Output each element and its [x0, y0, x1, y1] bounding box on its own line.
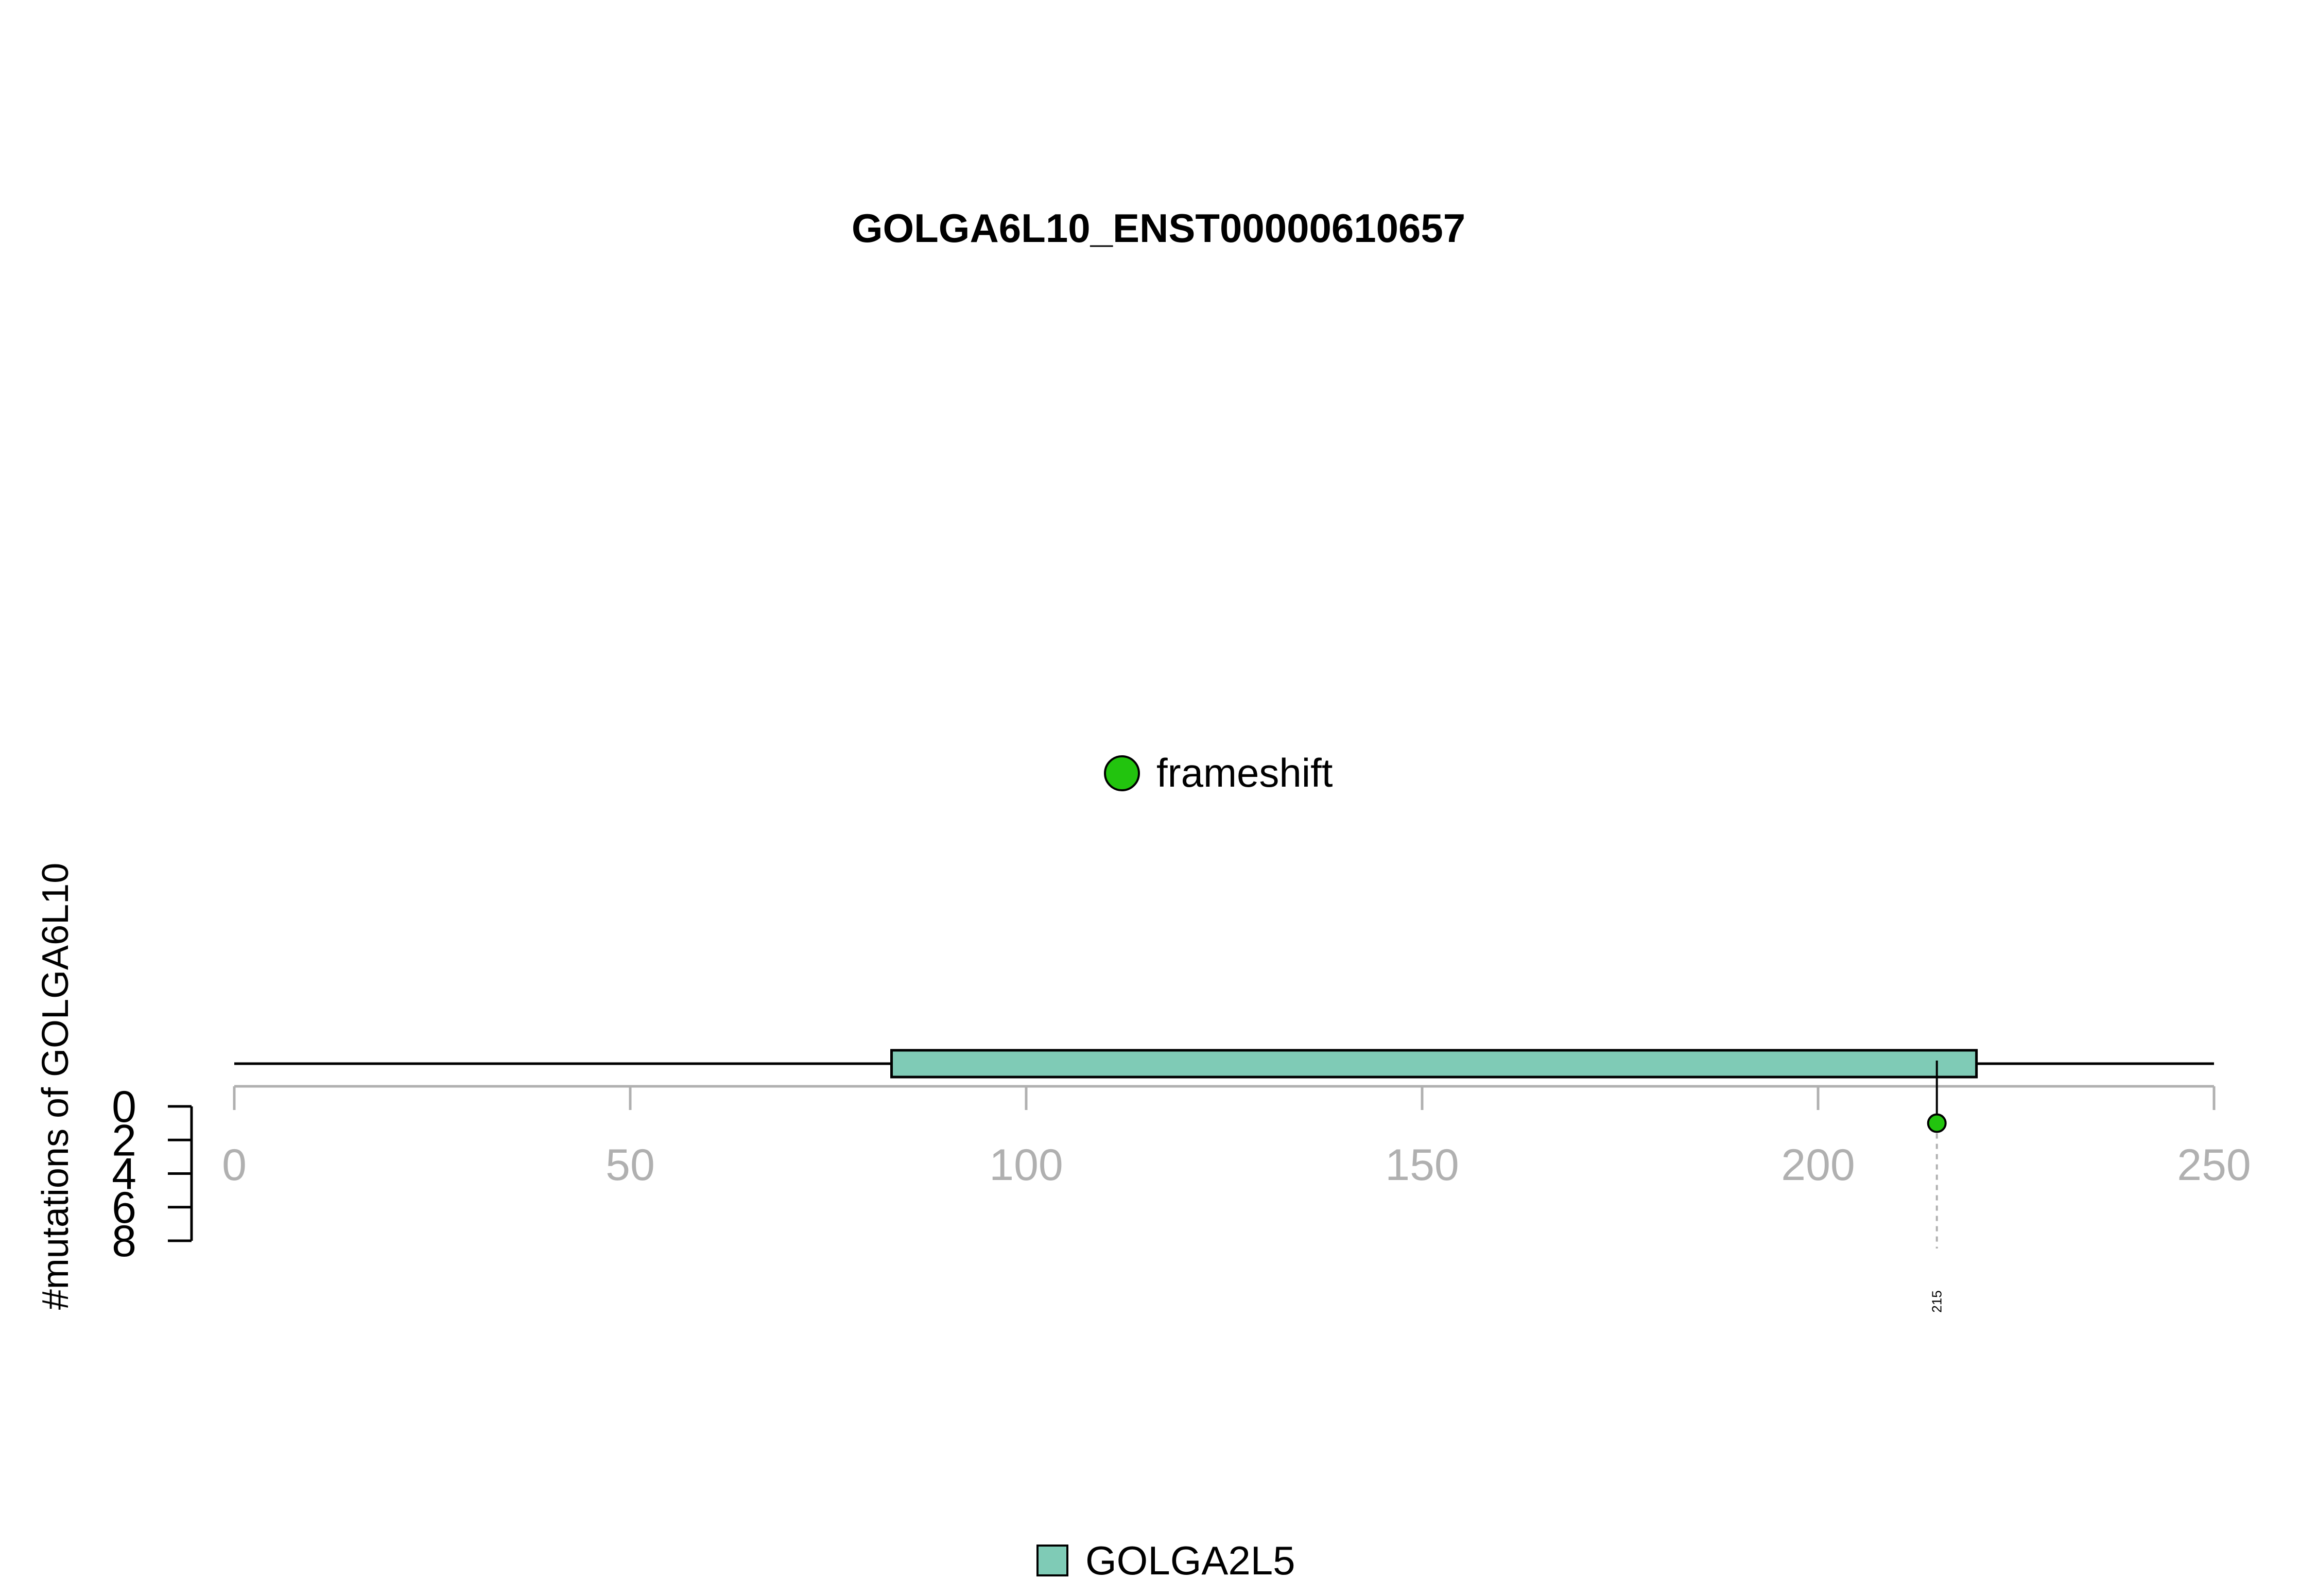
- x-tick-label-200: 200: [1781, 1140, 1855, 1190]
- y-tick-label-4: 4: [112, 1150, 136, 1199]
- mutation-label-215: 215: [1929, 1290, 1945, 1312]
- legend-label-frameshift: frameshift: [1156, 750, 1333, 795]
- y-tick-label-6: 6: [112, 1183, 136, 1233]
- domain-layer: [890, 1049, 1978, 1079]
- x-tick-label-100: 100: [989, 1140, 1063, 1190]
- y-tick-label-8: 8: [112, 1217, 136, 1266]
- y-tick-label-0: 0: [112, 1082, 136, 1132]
- x-tick-label-150: 150: [1385, 1140, 1459, 1190]
- x-axis: 0 50 100 150 200 250: [222, 1085, 2251, 1190]
- mutation-legend: frameshift: [1104, 750, 1333, 795]
- y-axis-label: #mutations of GOLGA6L10: [35, 863, 76, 1310]
- mutation-head-215: [1927, 1113, 1947, 1133]
- x-tick-label-250: 250: [2177, 1140, 2251, 1190]
- chart-title: GOLGA6L10_ENST00000610657: [852, 205, 1465, 251]
- mutation-layer: 215: [1927, 1061, 1947, 1313]
- domain-GOLGA2L5: [890, 1049, 1978, 1079]
- legend-swatch-GOLGA2L5: [1036, 1545, 1068, 1576]
- x-tick-label-0: 0: [222, 1140, 247, 1190]
- y-tick-label-2: 2: [112, 1116, 136, 1165]
- domain-legend: GOLGA2L5: [1036, 1538, 1295, 1583]
- legend-label-GOLGA2L5: GOLGA2L5: [1085, 1538, 1295, 1583]
- x-tick-label-50: 50: [606, 1140, 655, 1190]
- legend-marker-frameshift: [1104, 755, 1140, 791]
